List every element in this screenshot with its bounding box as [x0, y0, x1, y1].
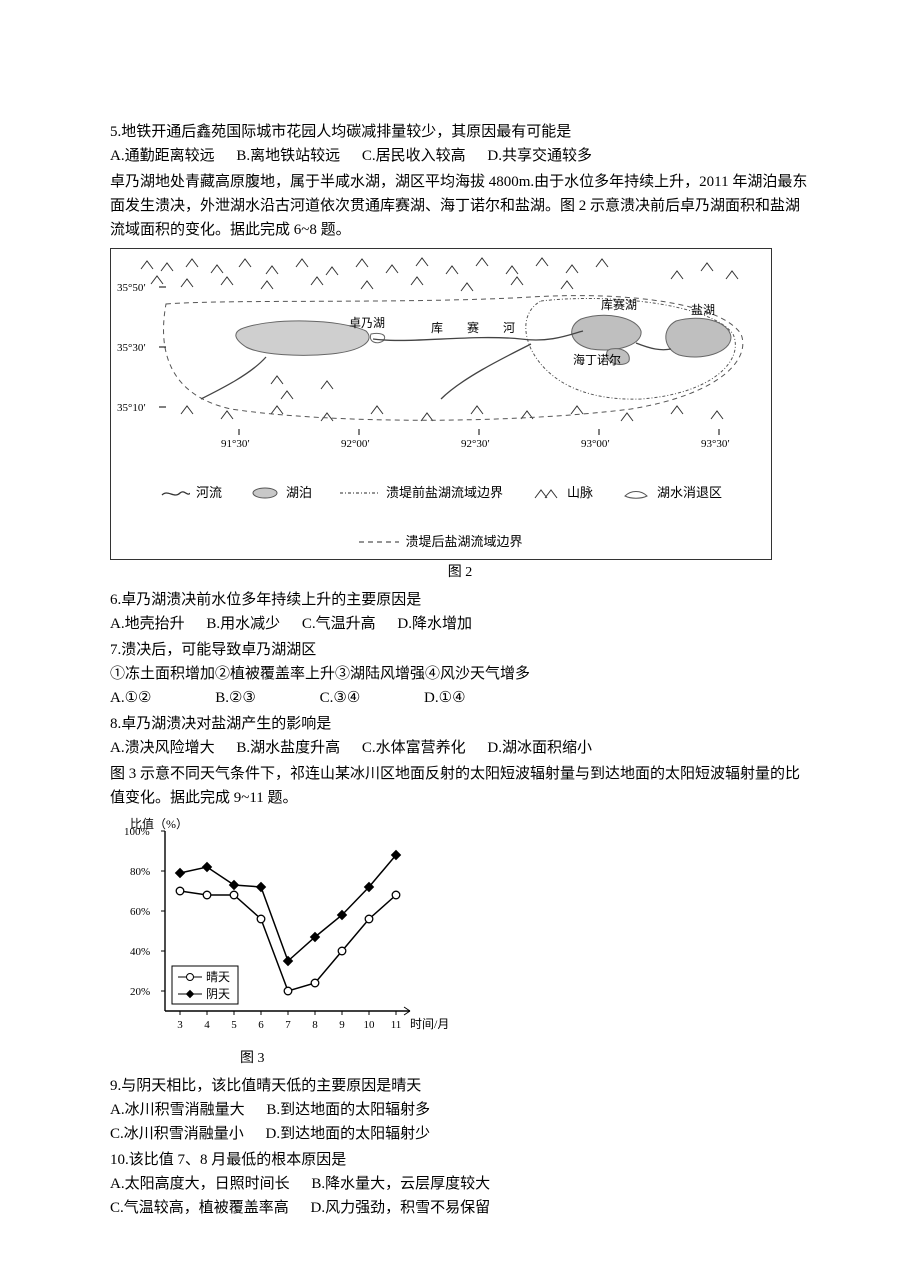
ytick-2: 60%: [130, 906, 150, 918]
figure-3-chart: 比值（%） 20% 40% 60% 80% 100% 3 4 5 6 7 8 9…: [110, 816, 810, 1046]
chart-x-ticks: 3 4 5 6 7 8 9 10 11: [177, 1011, 401, 1031]
question-6-text: 6.卓乃湖溃决前水位多年持续上升的主要原因是: [110, 588, 810, 612]
q10-opt-d: D.风力强劲，积雪不易保留: [311, 1200, 491, 1216]
q9-opt-b: B.到达地面的太阳辐射多: [266, 1102, 430, 1118]
q7-opt-a: A.①②: [110, 690, 151, 706]
q6-opt-b: B.用水减少: [206, 616, 280, 632]
xtick-1: 4: [204, 1019, 210, 1031]
q9-opt-d: D.到达地面的太阳辐射少: [266, 1126, 431, 1142]
figure-3-caption: 图 3: [240, 1048, 810, 1070]
question-6-options: A.地壳抬升 B.用水减少 C.气温升高 D.降水增加: [110, 612, 810, 636]
legend-river: 河流: [160, 483, 222, 504]
q8-opt-c: C.水体富营养化: [362, 740, 466, 756]
question-8: 8.卓乃湖溃决对盐湖产生的影响是 A.溃决风险增大 B.湖水盐度升高 C.水体富…: [110, 712, 810, 760]
question-5: 5.地铁开通后鑫苑国际城市花园人均碳减排量较少，其原因最有可能是 A.通勤距离较…: [110, 120, 810, 168]
question-8-options: A.溃决风险增大 B.湖水盐度升高 C.水体富营养化 D.湖冰面积缩小: [110, 736, 810, 760]
lat-0: 35°50′: [117, 282, 146, 294]
q5-opt-a: A.通勤距离较远: [110, 148, 215, 164]
lon-1: 92°00′: [341, 438, 370, 450]
figure-2-map: 卓乃湖 库 赛 河 库赛湖 海丁诺尔 盐湖 35°50′ 35°30′ 35°1…: [110, 248, 772, 560]
question-6: 6.卓乃湖溃决前水位多年持续上升的主要原因是 A.地壳抬升 B.用水减少 C.气…: [110, 588, 810, 636]
question-7-text: 7.溃决后，可能导致卓乃湖湖区: [110, 638, 810, 662]
legend-mountain: 山脉: [531, 483, 593, 504]
ytick-4: 100%: [124, 826, 150, 838]
ytick-1: 40%: [130, 946, 150, 958]
q8-opt-a: A.溃决风险增大: [110, 740, 215, 756]
xtick-2: 5: [231, 1019, 237, 1031]
q6-opt-a: A.地壳抬升: [110, 616, 185, 632]
legend-pre-boundary-label: 溃堤前盐湖流域边界: [386, 483, 503, 504]
xtick-3: 6: [258, 1019, 264, 1031]
legend-series-0: 晴天: [206, 970, 230, 984]
question-7-items: ①冻土面积增加②植被覆盖率上升③湖陆风增强④风沙天气增多: [110, 662, 810, 686]
legend-mountain-label: 山脉: [567, 483, 593, 504]
q10-opt-b: B.降水量大，云层厚度较大: [311, 1176, 490, 1192]
q6-opt-c: C.气温升高: [302, 616, 376, 632]
chart-x-title: 时间/月: [410, 1017, 449, 1031]
chart-y-ticks: 20% 40% 60% 80% 100%: [124, 826, 165, 998]
legend-pre-boundary: 溃堤前盐湖流域边界: [340, 483, 503, 504]
lat-1: 35°30′: [117, 342, 146, 354]
legend-recession: 湖水消退区: [621, 483, 722, 504]
question-9: 9.与阴天相比，该比值晴天低的主要原因是晴天 A.冰川积雪消融量大 B.到达地面…: [110, 1074, 810, 1146]
legend-lake-label: 湖泊: [286, 483, 312, 504]
passage-2: 图 3 示意不同天气条件下，祁连山某冰川区地面反射的太阳短波辐射量与到达地面的太…: [110, 762, 810, 810]
q5-opt-c: C.居民收入较高: [362, 148, 466, 164]
ytick-0: 20%: [130, 986, 150, 998]
legend-lake: 湖泊: [250, 483, 312, 504]
label-kusai-river: 库 赛 河: [431, 320, 521, 335]
q7-opt-d: D.①④: [424, 690, 465, 706]
q5-opt-b: B.离地铁站较远: [236, 148, 340, 164]
ytick-3: 80%: [130, 866, 150, 878]
post-boundary-line: [164, 296, 743, 421]
xtick-8: 11: [391, 1019, 402, 1031]
lon-2: 92°30′: [461, 438, 490, 450]
lon-3: 93°00′: [581, 438, 610, 450]
xtick-6: 9: [339, 1019, 345, 1031]
q6-opt-d: D.降水增加: [397, 616, 472, 632]
xtick-7: 10: [364, 1019, 376, 1031]
q9-opt-c: C.冰川积雪消融量小: [110, 1126, 244, 1142]
chart-svg: 比值（%） 20% 40% 60% 80% 100% 3 4 5 6 7 8 9…: [110, 816, 450, 1046]
label-haiding: 海丁诺尔: [573, 352, 621, 367]
question-9-options: A.冰川积雪消融量大 B.到达地面的太阳辐射多 C.冰川积雪消融量小 D.到达地…: [110, 1098, 810, 1146]
legend-recession-label: 湖水消退区: [657, 483, 722, 504]
label-kusai-lake: 库赛湖: [601, 297, 637, 312]
q10-opt-c: C.气温较高，植被覆盖率高: [110, 1200, 289, 1216]
figure-2-caption: 图 2: [110, 562, 810, 584]
q8-opt-b: B.湖水盐度升高: [236, 740, 340, 756]
map-legend: 河流 湖泊 溃堤前盐湖流域边界 山脉 湖水消退区 溃堤后盐湖流域边界: [111, 479, 771, 559]
question-9-text: 9.与阴天相比，该比值晴天低的主要原因是晴天: [110, 1074, 810, 1098]
question-5-options: A.通勤距离较远 B.离地铁站较远 C.居民收入较高 D.共享交通较多: [110, 144, 810, 168]
q10-opt-a: A.太阳高度大，日照时间长: [110, 1176, 290, 1192]
legend-river-label: 河流: [196, 483, 222, 504]
q5-opt-d: D.共享交通较多: [487, 148, 592, 164]
question-10: 10.该比值 7、8 月最低的根本原因是 A.太阳高度大，日照时间长 B.降水量…: [110, 1148, 810, 1220]
label-zhuonai: 卓乃湖: [349, 315, 385, 330]
q7-opt-c: C.③④: [320, 690, 361, 706]
lon-4: 93°30′: [701, 438, 730, 450]
xtick-4: 7: [285, 1019, 291, 1031]
label-yanhu: 盐湖: [691, 302, 715, 317]
lat-2: 35°10′: [117, 402, 146, 414]
question-10-text: 10.该比值 7、8 月最低的根本原因是: [110, 1148, 810, 1172]
q8-opt-d: D.湖冰面积缩小: [487, 740, 592, 756]
xtick-5: 8: [312, 1019, 318, 1031]
q7-opt-b: B.②③: [215, 690, 256, 706]
passage-1: 卓乃湖地处青藏高原腹地，属于半咸水湖，湖区平均海拔 4800m.由于水位多年持续…: [110, 170, 810, 242]
legend-series-1: 阴天: [206, 987, 230, 1001]
lon-labels: 91°30′ 92°00′ 92°30′ 93°00′ 93°30′: [221, 438, 730, 450]
chart-legend: 晴天 阴天: [172, 966, 238, 1004]
question-5-text: 5.地铁开通后鑫苑国际城市花园人均碳减排量较少，其原因最有可能是: [110, 120, 810, 144]
q9-opt-a: A.冰川积雪消融量大: [110, 1102, 245, 1118]
map-svg: 卓乃湖 库 赛 河 库赛湖 海丁诺尔 盐湖 35°50′ 35°30′ 35°1…: [111, 249, 771, 479]
question-7: 7.溃决后，可能导致卓乃湖湖区 ①冻土面积增加②植被覆盖率上升③湖陆风增强④风沙…: [110, 638, 810, 710]
question-8-text: 8.卓乃湖溃决对盐湖产生的影响是: [110, 712, 810, 736]
xtick-0: 3: [177, 1019, 183, 1031]
legend-post-boundary-label: 溃堤后盐湖流域边界: [405, 532, 522, 553]
legend-post-boundary: 溃堤后盐湖流域边界: [359, 532, 522, 553]
question-7-options: A.①② B.②③ C.③④ D.①④: [110, 686, 810, 710]
lon-0: 91°30′: [221, 438, 250, 450]
question-10-options: A.太阳高度大，日照时间长 B.降水量大，云层厚度较大 C.气温较高，植被覆盖率…: [110, 1172, 810, 1220]
